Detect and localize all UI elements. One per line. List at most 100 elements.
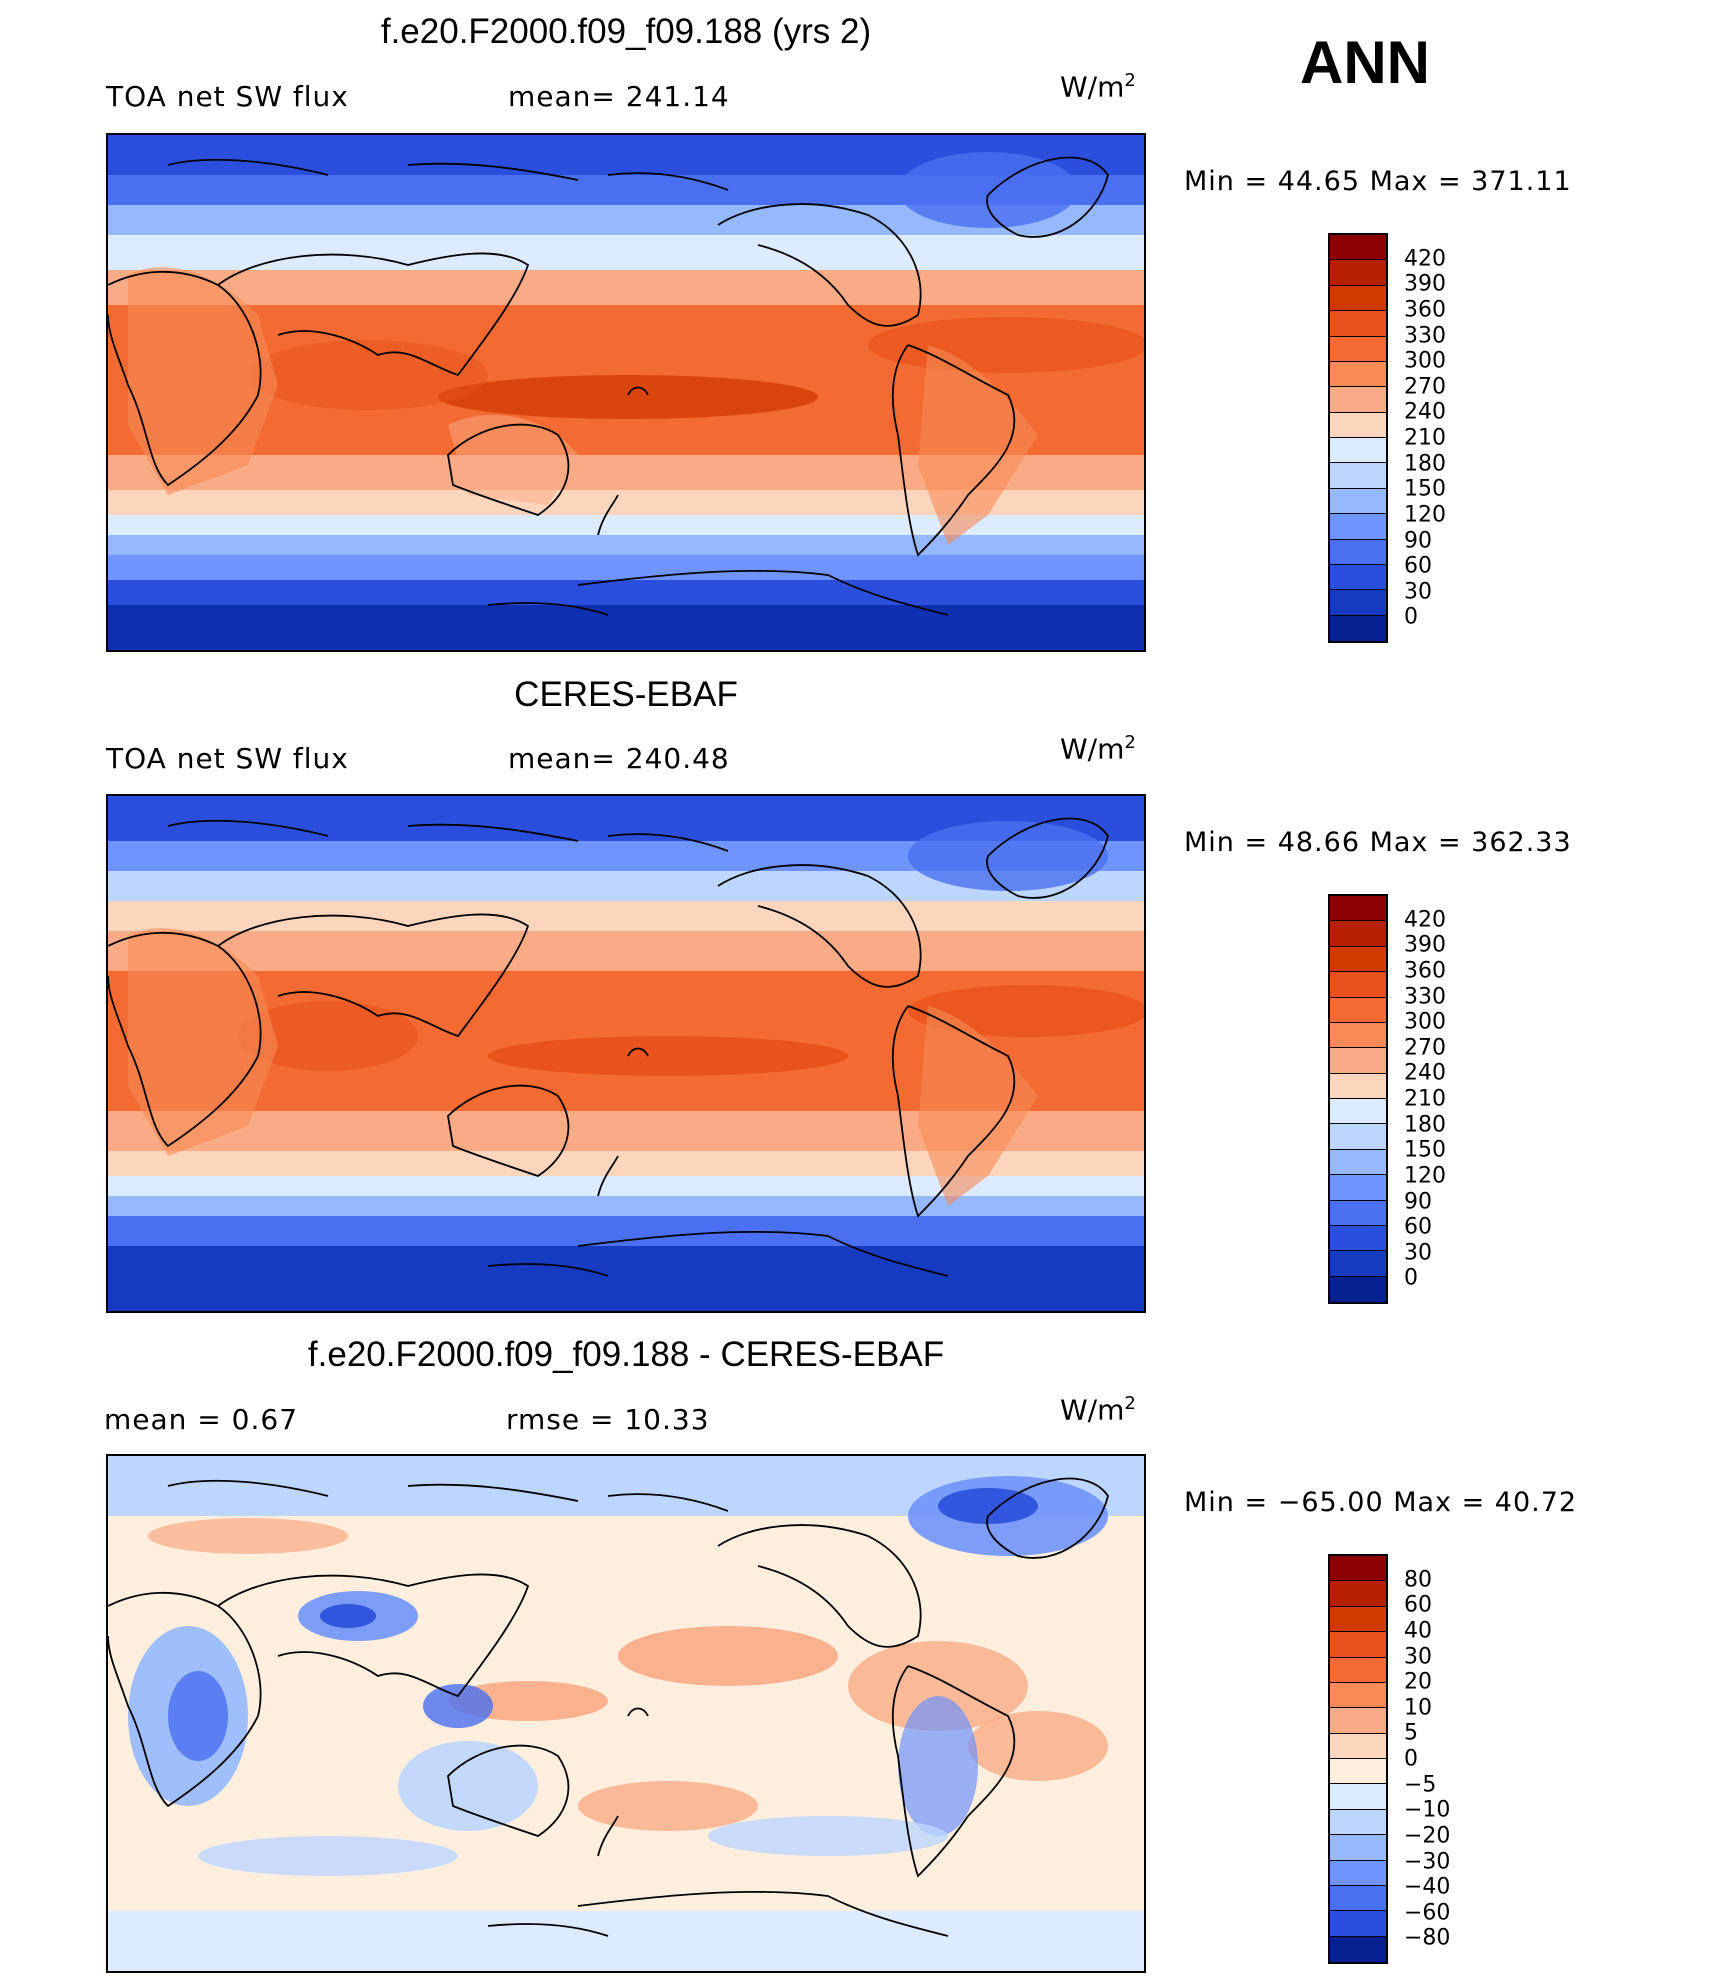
panel3-units: W/m2	[1060, 1393, 1136, 1427]
colorbar-swatch	[1330, 1733, 1386, 1759]
colorbar-tick-label: 150	[1404, 476, 1446, 502]
colorbar-swatch	[1330, 1022, 1386, 1049]
colorbar-swatch	[1330, 590, 1386, 616]
panel3-colorbar: 80 60 40 30 20 10 5 0 −5 −10 −20 −30 −40 −60 −80	[1328, 1554, 1450, 1964]
colorbar-tick-label: 60	[1404, 553, 1432, 579]
colorbar-tick-label: 180	[1404, 1112, 1446, 1138]
colorbar-tick-label: 300	[1404, 348, 1446, 374]
colorbar-swatch	[1330, 1885, 1386, 1912]
colorbar-tick-label: −60	[1404, 1900, 1451, 1926]
panel1-colorbar-swatches	[1328, 233, 1388, 643]
colorbar-tick-label: 270	[1404, 1035, 1446, 1061]
colorbar-swatch	[1330, 1200, 1386, 1226]
colorbar-swatch	[1330, 1048, 1386, 1074]
colorbar-swatch	[1330, 488, 1386, 515]
panel1-colorbar-labels: 420 390 360 330 300 270 240 210 180 150 120 90 60 30 0	[1404, 233, 1484, 643]
colorbar-tick-label: 390	[1404, 271, 1446, 297]
colorbar-swatch	[1330, 1251, 1386, 1277]
colorbar-tick-label: 0	[1404, 604, 1418, 630]
colorbar-tick-label: 240	[1404, 399, 1446, 425]
colorbar-swatch	[1330, 361, 1386, 388]
colorbar-tick-label: 300	[1404, 1009, 1446, 1035]
colorbar-tick-label: −30	[1404, 1849, 1451, 1874]
colorbar-tick-label: 330	[1404, 984, 1446, 1009]
colorbar-swatch	[1330, 972, 1386, 998]
colorbar-swatch	[1330, 1225, 1386, 1252]
colorbar-swatch	[1330, 1936, 1386, 1962]
colorbar-tick-label: 330	[1404, 323, 1446, 348]
colorbar-swatch	[1330, 1835, 1386, 1861]
panel3-colorbar-swatches	[1328, 1554, 1388, 1964]
colorbar-tick-label: 60	[1404, 1592, 1432, 1618]
colorbar-swatch	[1330, 1073, 1386, 1099]
season-label: ANN	[1300, 29, 1430, 96]
colorbar-tick-label: −40	[1404, 1874, 1451, 1900]
colorbar-tick-label: 0	[1404, 1746, 1418, 1772]
colorbar-swatch	[1330, 946, 1386, 973]
colorbar-swatch	[1330, 1099, 1386, 1125]
colorbar-tick-label: 30	[1404, 579, 1432, 605]
colorbar-tick-label: 5	[1404, 1720, 1418, 1746]
colorbar-tick-label: 210	[1404, 425, 1446, 451]
panel2-colorbar-swatches	[1328, 894, 1388, 1304]
colorbar-swatch	[1330, 387, 1386, 413]
colorbar-tick-label: −10	[1404, 1797, 1451, 1823]
panel3-rmse: rmse = 10.33	[506, 1403, 710, 1436]
colorbar-tick-label: 90	[1404, 1189, 1432, 1214]
colorbar-swatch	[1330, 539, 1386, 565]
panel3-colorbar-labels: 80 60 40 30 20 10 5 0 −5 −10 −20 −30 −40 −60 −80	[1404, 1554, 1484, 1964]
colorbar-tick-label: −20	[1404, 1823, 1451, 1849]
colorbar-tick-label: 240	[1404, 1060, 1446, 1086]
panel1-mean: mean= 241.14	[508, 80, 730, 113]
colorbar-swatch	[1330, 615, 1386, 641]
colorbar-tick-label: −80	[1404, 1925, 1451, 1951]
panel3-map	[106, 1454, 1146, 1973]
colorbar-swatch	[1330, 311, 1386, 337]
panel2-minmax: Min = 48.66 Max = 362.33	[1184, 827, 1572, 858]
colorbar-swatch	[1330, 1759, 1386, 1785]
colorbar-tick-label: 420	[1404, 907, 1446, 933]
panel1-units: W/m2	[1060, 70, 1136, 104]
colorbar-swatch	[1330, 1860, 1386, 1886]
colorbar-tick-label: 30	[1404, 1240, 1432, 1266]
colorbar-swatch	[1330, 1124, 1386, 1150]
colorbar-swatch	[1330, 336, 1386, 362]
colorbar-tick-label: 90	[1404, 528, 1432, 553]
panel3-title: f.e20.F2000.f09_f09.188 - CERES-EBAF	[307, 1335, 945, 1374]
colorbar-tick-label: 360	[1404, 958, 1446, 984]
colorbar-tick-label: 390	[1404, 932, 1446, 958]
colorbar-tick-label: 120	[1404, 1163, 1446, 1189]
colorbar-swatch	[1330, 412, 1386, 438]
panel1-colorbar: 420 390 360 330 300 270 240 210 180 150 120 90 60 30 0	[1328, 233, 1446, 643]
colorbar-tick-label: 120	[1404, 502, 1446, 528]
panel3-mean: mean = 0.67	[104, 1403, 299, 1436]
panel2-mean: mean= 240.48	[508, 742, 730, 775]
panel2-map	[106, 794, 1146, 1313]
colorbar-swatch	[1330, 1682, 1386, 1709]
panel2-map-svg	[108, 796, 1144, 1311]
colorbar-swatch	[1330, 1175, 1386, 1201]
colorbar-swatch	[1330, 1911, 1386, 1937]
colorbar-tick-label: 40	[1404, 1618, 1432, 1644]
colorbar-swatch	[1330, 514, 1386, 540]
colorbar-tick-label: 20	[1404, 1669, 1432, 1695]
colorbar-tick-label: −5	[1404, 1772, 1437, 1798]
panel2-title: CERES-EBAF	[514, 675, 738, 714]
colorbar-swatch	[1330, 1556, 1386, 1582]
panel3-minmax: Min = −65.00 Max = 40.72	[1184, 1487, 1578, 1518]
panel1-variable: TOA net SW flux	[106, 80, 349, 113]
panel1-minmax: Min = 44.65 Max = 371.11	[1184, 166, 1572, 197]
colorbar-tick-label: 270	[1404, 374, 1446, 400]
colorbar-swatch	[1330, 1276, 1386, 1302]
panel1-map-svg	[108, 135, 1144, 650]
colorbar-swatch	[1330, 285, 1386, 312]
colorbar-swatch	[1330, 235, 1386, 261]
colorbar-swatch	[1330, 1784, 1386, 1810]
colorbar-swatch	[1330, 1657, 1386, 1683]
colorbar-swatch	[1330, 1708, 1386, 1734]
colorbar-tick-label: 30	[1404, 1644, 1432, 1669]
colorbar-tick-label: 10	[1404, 1695, 1432, 1721]
colorbar-tick-label: 150	[1404, 1137, 1446, 1163]
colorbar-tick-label: 80	[1404, 1567, 1432, 1593]
panel2-variable: TOA net SW flux	[106, 742, 349, 775]
